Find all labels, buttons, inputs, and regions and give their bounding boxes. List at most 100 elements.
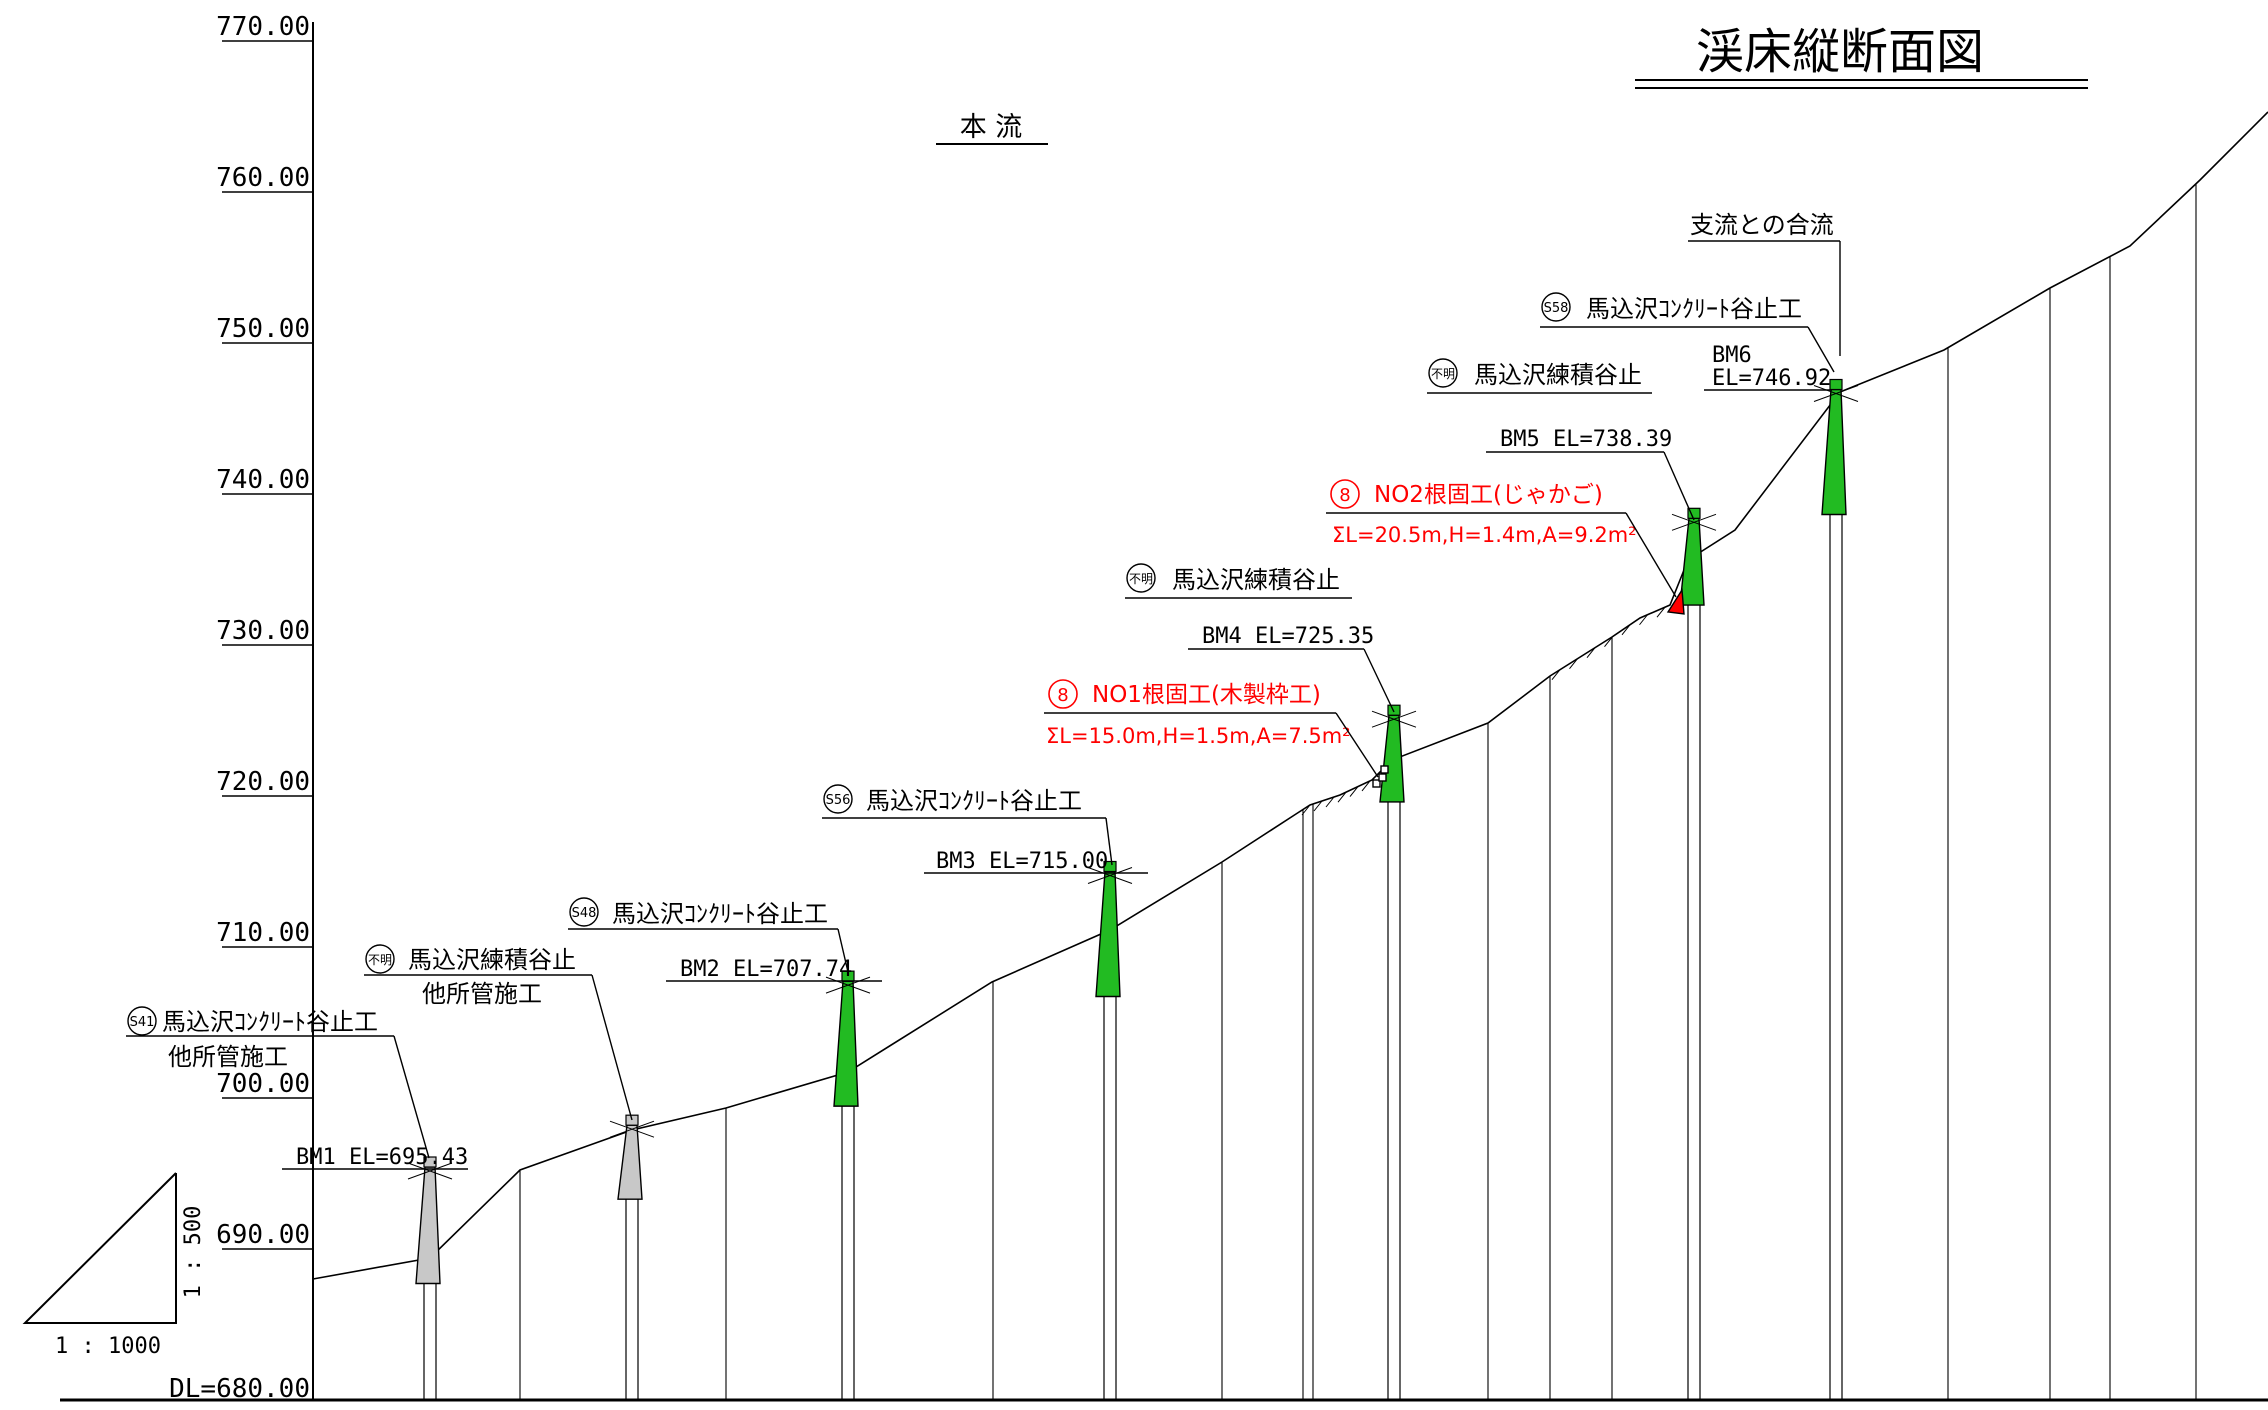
dam-crest: [1387, 704, 1401, 716]
elevation-tick-5: 720.00: [216, 767, 310, 797]
ground-hatches: [1301, 606, 1666, 816]
structure-7-name: 馬込沢ｺﾝｸﾘｰﾄ谷止工: [1586, 295, 1802, 323]
hatch-1-3: [1604, 636, 1613, 647]
dam-body: [1679, 517, 1705, 606]
dam-body: [1821, 388, 1847, 516]
leader-line: [591, 974, 633, 1121]
structure-6-annotation: 不明 馬込沢練積谷止 BM5 EL=738.39: [1427, 358, 1695, 521]
dam-crest-tick: [1813, 385, 1859, 402]
structure-6-badge: 不明: [1431, 367, 1455, 381]
root-work-bodies: [1372, 587, 1685, 788]
hatch-0-4: [1349, 786, 1359, 797]
structure-5-name: 馬込沢練積谷止: [1172, 566, 1340, 594]
structure-5-annotation: 不明 馬込沢練積谷止 BM4 EL=725.35: [1125, 563, 1395, 713]
check-dam-5: [1371, 704, 1417, 1400]
dam-crest: [625, 1114, 639, 1126]
leader-line: [1663, 451, 1695, 521]
elevation-tick-labels: 770.00 760.00 750.00 740.00 730.00 720.00 710.…: [216, 12, 313, 1250]
badge-circle: [1541, 292, 1571, 322]
badge-circle: [569, 897, 599, 927]
hatch-0-2: [1325, 796, 1335, 808]
root-work-1-leader: [1335, 712, 1379, 778]
hatch-1-0: [1551, 669, 1561, 681]
hatch-0-0: [1301, 804, 1311, 816]
leader-line: [1363, 648, 1395, 713]
elevation-tick-0: 770.00: [216, 12, 310, 42]
structure-3-badge: S48: [572, 906, 597, 921]
dam-crest-tick: [1671, 513, 1717, 531]
hatch-1-2: [1586, 647, 1596, 659]
dam-crest-tick: [609, 1120, 655, 1138]
root-work-2-title: NO2根固工(じゃかご): [1374, 482, 1603, 508]
root-work-1-number: 8: [1057, 685, 1068, 706]
structure-4-badge: S56: [826, 793, 851, 808]
elevation-tick-3: 740.00: [216, 465, 310, 495]
structure-1-note: 他所管施工: [168, 1043, 288, 1071]
badge-circle: [1126, 563, 1156, 593]
leader-line: [1807, 326, 1835, 373]
root-work-1-body: [1372, 765, 1389, 788]
dam-crest: [423, 1156, 437, 1168]
structure-1-bm: BM1 EL=695.43: [296, 1145, 468, 1170]
structure-7-bm-line1: BM6: [1712, 343, 1752, 368]
structure-7-annotation: 支流との合流 S58 馬込沢ｺﾝｸﾘｰﾄ谷止工 BM6 EL=746.92: [1540, 211, 1841, 391]
hatch-1-5: [1639, 614, 1648, 626]
structure-2-name: 馬込沢練積谷止: [408, 946, 576, 974]
structure-3-name: 馬込沢ｺﾝｸﾘｰﾄ谷止工: [612, 900, 828, 928]
structure-2-annotation: 不明 馬込沢練積谷止 他所管施工: [364, 944, 633, 1121]
leader-line: [837, 928, 849, 973]
structure-1-badge: S41: [130, 1015, 155, 1030]
root-work-2-number: 8: [1339, 485, 1350, 506]
structure-6-bm: BM5 EL=738.39: [1500, 427, 1672, 452]
hatch-1-1: [1569, 658, 1578, 670]
root-work-2-leader: [1625, 512, 1677, 598]
check-dam-1: [407, 1156, 453, 1400]
hatch-0-3: [1337, 791, 1347, 803]
root-work-2-number-circle: [1330, 479, 1360, 509]
check-dams: [407, 378, 1859, 1400]
root-work-2-body: [1666, 587, 1685, 615]
root-work-1-title: NO1根固工(木製枠工): [1092, 682, 1321, 708]
elevation-tick-7: 700.00: [216, 1069, 310, 1099]
hatch-1-6: [1656, 606, 1666, 618]
stream-label: 本 流: [960, 112, 1023, 143]
check-dam-2: [609, 1114, 655, 1400]
structure-7-bm-line2: EL=746.92: [1712, 366, 1831, 391]
dam-body: [833, 980, 859, 1107]
structure-2-note: 他所管施工: [422, 980, 542, 1008]
structure-2-badge: 不明: [368, 953, 392, 967]
dam-crest-tick: [825, 976, 871, 994]
structure-3-bm: BM2 EL=707.74: [680, 957, 852, 982]
check-dam-7: [1813, 378, 1859, 1400]
dam-body: [617, 1124, 643, 1200]
elevation-tick-1: 760.00: [216, 163, 310, 193]
leader-line: [393, 1035, 430, 1159]
structure-4-annotation: S56 馬込沢ｺﾝｸﾘｰﾄ谷止工 BM3 EL=715.00: [822, 784, 1148, 874]
horizontal-scale-label: 1 : 1000: [55, 1334, 161, 1359]
root-work-1-number-circle: [1048, 679, 1078, 709]
dam-crest-tick: [1087, 867, 1133, 884]
elevation-tick-4: 730.00: [216, 616, 310, 646]
root-work-1-annotation: 8 NO1根固工(木製枠工) ΣL=15.0m,H=1.5m,A=7.5m²: [1044, 679, 1379, 778]
elevation-tick-2: 750.00: [216, 314, 310, 344]
dam-crest-tick: [1371, 710, 1417, 728]
structure-7-badge: S58: [1544, 301, 1569, 316]
dam-crest: [1103, 860, 1117, 873]
structure-6-name: 馬込沢練積谷止: [1474, 361, 1642, 389]
scale-triangle: [22, 1172, 177, 1324]
structure-4-bm: BM3 EL=715.00: [936, 849, 1108, 874]
root-work-1-spec: ΣL=15.0m,H=1.5m,A=7.5m²: [1046, 724, 1351, 748]
badge-circle: [823, 784, 853, 814]
elevation-tick-8: 690.00: [216, 1220, 310, 1250]
confluence-label: 支流との合流: [1690, 211, 1834, 239]
badge-circle: [1428, 358, 1458, 388]
root-work-2-annotation: 8 NO2根固工(じゃかご) ΣL=20.5m,H=1.4m,A=9.2m²: [1326, 479, 1677, 598]
root-work-2-spec: ΣL=20.5m,H=1.4m,A=9.2m²: [1332, 523, 1637, 547]
vertical-scale-label: 1 : 500: [181, 1206, 206, 1299]
structure-1-name: 馬込沢ｺﾝｸﾘｰﾄ谷止工: [162, 1008, 378, 1036]
section-lines: [519, 183, 2197, 1400]
badge-circle: [127, 1006, 157, 1036]
dam-crest-tick: [407, 1162, 453, 1180]
